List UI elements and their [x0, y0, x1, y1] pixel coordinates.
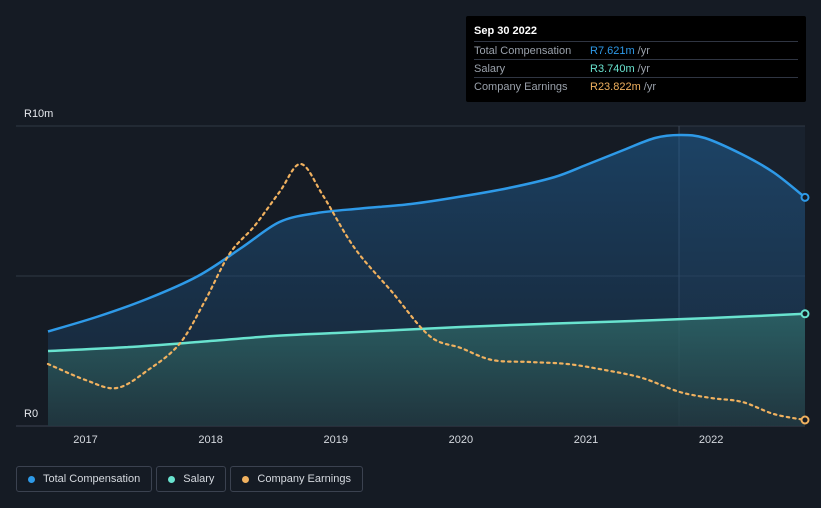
- x-tick-label: 2019: [324, 434, 348, 446]
- legend-dot-icon: [168, 475, 176, 483]
- legend-label: Salary: [183, 473, 215, 485]
- tooltip-unit: /yr: [643, 80, 656, 93]
- total-compensation-line: [47, 133, 806, 333]
- x-tick-label: 2022: [699, 434, 723, 446]
- company-earnings-line: [46, 162, 807, 422]
- tooltip-label: Total Compensation: [474, 44, 572, 57]
- tooltip-value: R23.822m: [590, 80, 641, 93]
- tooltip-label: Company Earnings: [474, 80, 568, 93]
- legend-item-total-compensation[interactable]: Total Compensation: [16, 466, 153, 492]
- legend: Total Compensation Salary Company Earnin…: [16, 466, 367, 492]
- x-tick-label: 2020: [449, 434, 473, 446]
- legend-label: Company Earnings: [257, 473, 351, 485]
- tooltip-value: R7.621m: [590, 44, 635, 57]
- tooltip-row-salary: Salary R3.740m /yr: [474, 59, 798, 77]
- total-compensation-end-marker[interactable]: [800, 192, 810, 202]
- salary-end-marker[interactable]: [800, 309, 810, 319]
- tooltip-row-total: Total Compensation R7.621m /yr: [474, 41, 798, 59]
- tooltip-unit: /yr: [637, 62, 650, 75]
- tooltip-date: Sep 30 2022: [474, 25, 537, 37]
- y-tick-bottom: R0: [24, 408, 39, 420]
- x-tick-label: 2018: [198, 434, 222, 446]
- tooltip-row-earnings: Company Earnings R23.822m /yr: [474, 77, 798, 95]
- company-earnings-end-marker[interactable]: [800, 415, 810, 425]
- legend-item-company-earnings[interactable]: Company Earnings: [230, 466, 363, 492]
- x-tick-label: 2021: [574, 434, 598, 446]
- tooltip-label: Salary: [474, 62, 506, 75]
- salary-area: [48, 313, 805, 426]
- salary-line: [47, 312, 806, 353]
- legend-dot-icon: [242, 475, 250, 483]
- tooltip-value: R3.740m: [590, 62, 635, 75]
- x-axis: 2017 2018 2019 2020 2021 2022: [73, 434, 723, 446]
- y-tick-top: R10m: [24, 108, 54, 120]
- legend-item-salary[interactable]: Salary: [156, 466, 227, 492]
- legend-label: Total Compensation: [43, 473, 141, 485]
- x-tick-label: 2017: [73, 434, 97, 446]
- tooltip: Sep 30 2022 Total Compensation R7.621m /…: [466, 16, 806, 102]
- legend-dot-icon: [28, 475, 35, 483]
- tooltip-unit: /yr: [637, 44, 650, 57]
